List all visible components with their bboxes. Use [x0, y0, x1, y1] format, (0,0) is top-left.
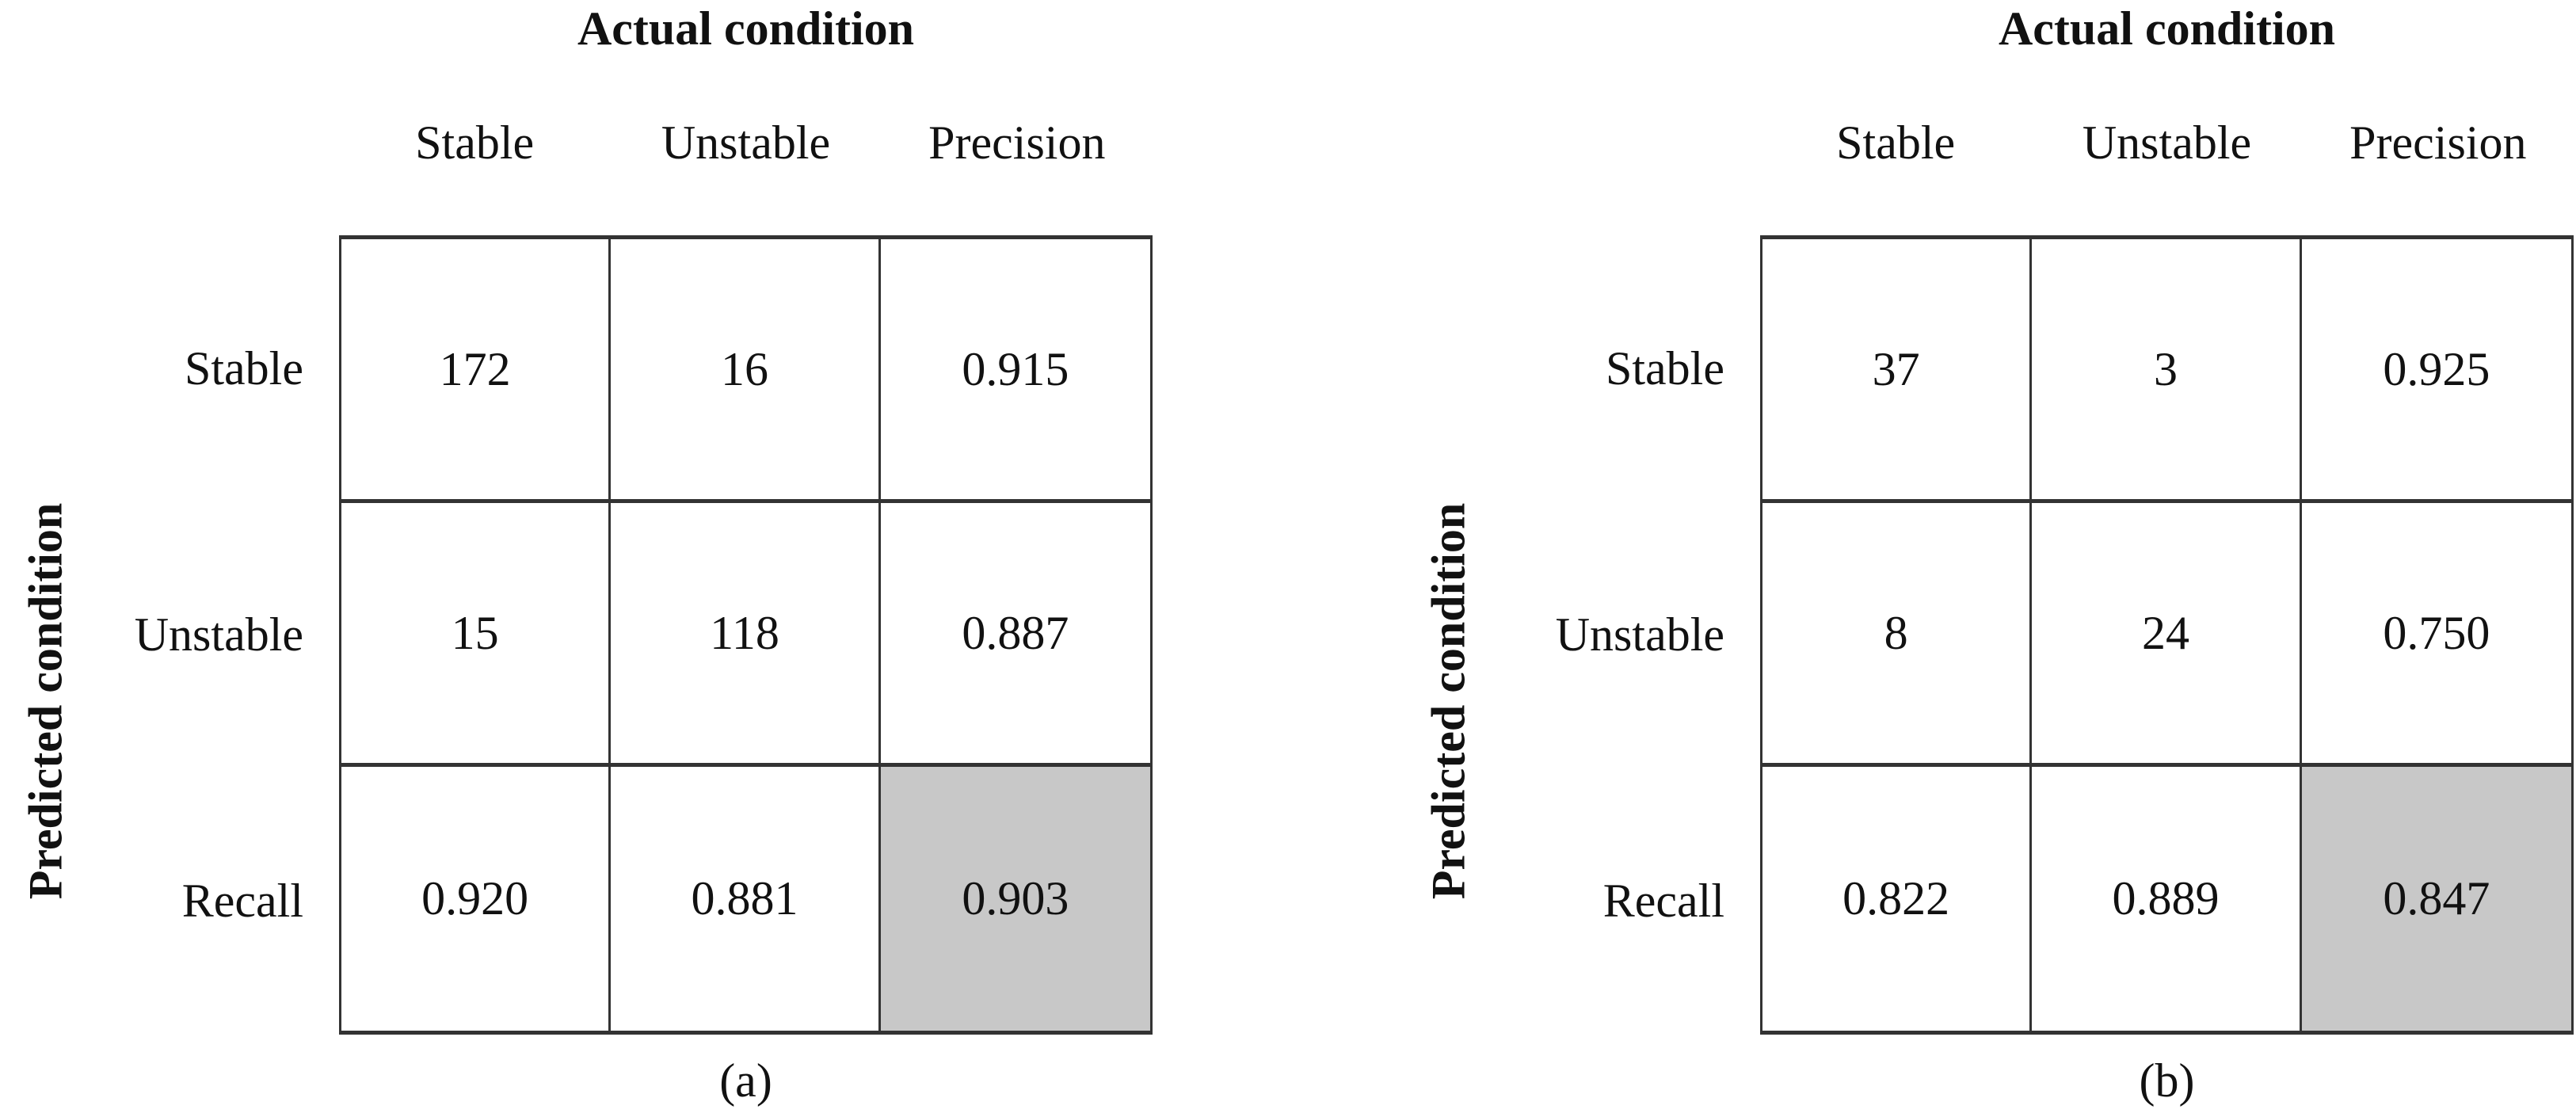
col-header-unstable: Unstable	[2082, 116, 2252, 169]
cell-stable-unstable: 3	[2032, 239, 2302, 503]
cell-stable-stable: 37	[1762, 239, 2033, 503]
cell-overall-accuracy: 0.903	[880, 767, 1150, 1031]
row-header-recall: Recall	[181, 875, 303, 928]
cell-unstable-stable: 15	[341, 503, 612, 767]
column-axis-title: Actual condition	[577, 2, 915, 55]
cell-overall-accuracy: 0.847	[2301, 767, 2571, 1031]
cell-recall-unstable: 0.889	[2032, 767, 2302, 1031]
cell-unstable-stable: 8	[1762, 503, 2033, 767]
row-header-stable: Stable	[185, 341, 303, 395]
row-headers: Stable Unstable Recall	[0, 235, 303, 1035]
cell-unstable-precision: 0.887	[880, 503, 1150, 767]
column-headers: Stable Unstable Precision	[1760, 116, 2574, 170]
confusion-matrix-panel-a: Actual condition Stable Unstable Precisi…	[0, 2, 1153, 1107]
row-header-recall: Recall	[1602, 875, 1724, 928]
column-headers: Stable Unstable Precision	[339, 116, 1153, 170]
panel-caption: (a)	[719, 1054, 772, 1107]
cell-stable-precision: 0.915	[880, 239, 1150, 503]
col-header-stable: Stable	[415, 116, 535, 169]
confusion-matrix-grid: 37 3 0.925 8 24 0.750 0.822 0.889 0.847	[1760, 235, 2574, 1035]
cell-stable-stable: 172	[341, 239, 612, 503]
col-header-precision: Precision	[2349, 116, 2527, 169]
confusion-matrix-panel-b: Actual condition Stable Unstable Precisi…	[1288, 0, 2576, 1117]
cell-recall-stable: 0.822	[1762, 767, 2033, 1031]
column-axis-title: Actual condition	[1998, 2, 2336, 55]
col-header-unstable: Unstable	[661, 116, 831, 169]
cell-stable-precision: 0.925	[2301, 239, 2571, 503]
col-header-stable: Stable	[1836, 116, 1956, 169]
row-header-stable: Stable	[1606, 341, 1724, 395]
row-headers: Stable Unstable Recall	[1288, 235, 1724, 1035]
cell-recall-unstable: 0.881	[611, 767, 881, 1031]
cell-unstable-precision: 0.750	[2301, 503, 2571, 767]
row-header-unstable: Unstable	[1555, 608, 1724, 661]
cell-stable-unstable: 16	[611, 239, 881, 503]
cell-unstable-unstable: 24	[2032, 503, 2302, 767]
cell-recall-stable: 0.920	[341, 767, 612, 1031]
col-header-precision: Precision	[928, 116, 1106, 169]
cell-unstable-unstable: 118	[611, 503, 881, 767]
confusion-matrix-grid: 172 16 0.915 15 118 0.887 0.920 0.881 0.…	[339, 235, 1153, 1035]
row-header-unstable: Unstable	[134, 608, 303, 661]
panel-caption: (b)	[2139, 1054, 2195, 1107]
